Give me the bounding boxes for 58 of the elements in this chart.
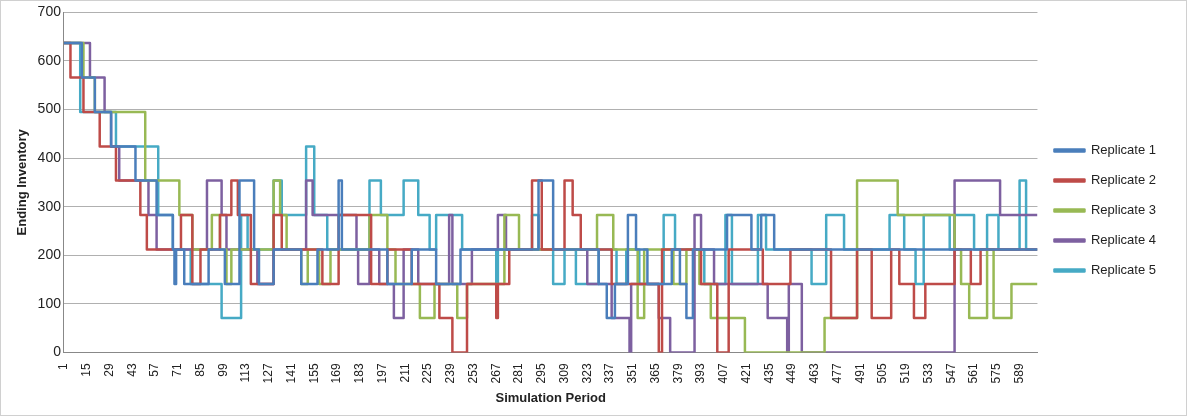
x-tick-label: 169 [329,363,344,384]
x-tick-label: 421 [738,363,753,384]
x-tick-label: 267 [488,363,503,384]
x-tick-label: 29 [101,363,116,377]
y-tick-label: 200 [37,246,62,263]
x-tick-label: 309 [556,363,571,384]
x-axis-title: Simulation Period [495,389,607,405]
y-tick-label: 700 [37,3,62,20]
legend-label: Replicate 3 [1090,202,1157,218]
y-tick-label: 0 [53,343,62,360]
x-tick-label: 211 [397,363,412,383]
y-axis-title: Ending Inventory [14,128,30,236]
x-tick-label: 379 [670,363,685,384]
x-tick-label: 225 [420,363,435,384]
x-tick-label: 519 [898,363,913,384]
y-tick-label: 300 [37,197,62,214]
x-tick-label: 337 [602,363,617,384]
y-tick-label: 500 [37,100,62,117]
x-tick-label: 435 [761,363,776,384]
x-tick-label: 85 [192,363,207,377]
y-tick-label: 600 [37,51,62,68]
x-tick-label: 575 [989,363,1004,384]
x-tick-label: 393 [693,363,708,384]
x-tick-label: 71 [170,363,185,377]
x-tick-label: 127 [261,363,276,384]
x-tick-label: 505 [875,363,890,384]
x-tick-label: 407 [716,363,731,384]
x-tick-label: 155 [306,363,321,384]
x-tick-label: 141 [283,363,298,384]
x-tick-label: 463 [807,363,822,384]
x-tick-label: 491 [852,363,867,384]
x-tick-label: 323 [579,363,594,384]
x-tick-label: 99 [215,363,230,377]
x-tick-label: 561 [966,363,981,384]
legend-label: Replicate 2 [1090,172,1157,188]
legend-label: Replicate 4 [1090,232,1157,248]
x-tick-label: 183 [352,363,367,384]
legend-label: Replicate 5 [1090,262,1157,278]
x-tick-label: 15 [79,363,94,377]
x-tick-label: 57 [147,363,162,377]
x-tick-label: 589 [1011,363,1026,384]
x-tick-label: 281 [511,363,526,384]
x-tick-label: 253 [465,363,480,384]
x-tick-label: 477 [829,363,844,384]
x-tick-label: 295 [534,363,549,384]
y-tick-label: 100 [37,294,62,311]
x-tick-label: 365 [647,363,662,384]
x-tick-label: 43 [124,363,139,377]
x-tick-label: 1 [56,363,71,371]
x-tick-label: 449 [784,363,799,384]
legend-label: Replicate 1 [1090,142,1157,158]
x-tick-label: 351 [625,363,640,384]
x-tick-label: 113 [238,363,253,383]
x-tick-label: 197 [374,363,389,384]
x-tick-label: 533 [920,363,935,384]
x-tick-label: 239 [443,363,458,384]
y-tick-label: 400 [37,148,62,165]
x-tick-label: 547 [943,363,958,384]
